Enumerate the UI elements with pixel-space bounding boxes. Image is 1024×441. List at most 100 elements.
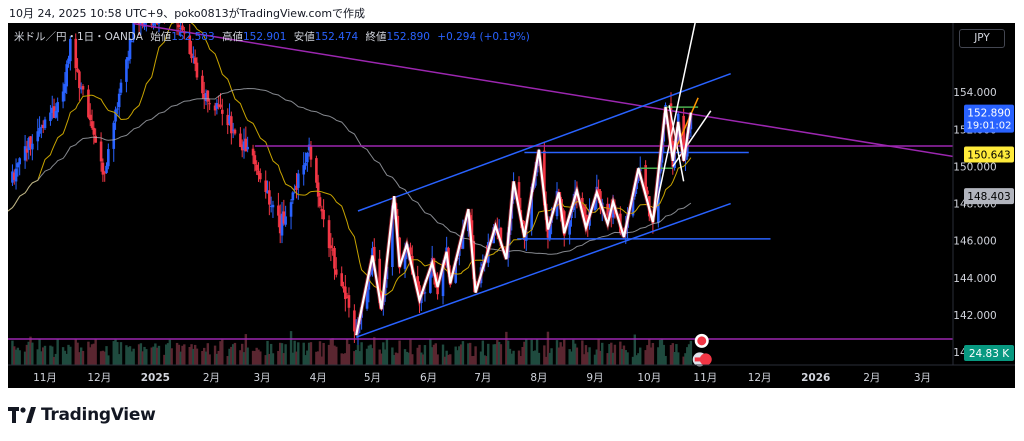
channel-lower-line[interactable] <box>355 202 731 338</box>
volume-bar <box>168 339 172 365</box>
volume-bar <box>177 344 181 365</box>
event-marker[interactable] <box>699 353 712 366</box>
volume-bar <box>584 345 588 365</box>
volume-bar <box>644 350 647 365</box>
volume-bar <box>510 353 513 365</box>
volume-bar <box>423 345 427 365</box>
volume-bar <box>555 340 559 365</box>
volume-bar <box>411 354 414 365</box>
candle-body <box>103 172 107 174</box>
candle-body <box>296 173 300 188</box>
volume-bar <box>253 351 257 365</box>
volume-bar <box>454 346 457 365</box>
volume-bar <box>601 342 604 365</box>
volume-bar <box>622 345 626 365</box>
candle-body <box>378 258 382 304</box>
volume-bar <box>101 350 105 365</box>
candle-body <box>128 38 132 60</box>
volume-bar <box>14 349 18 365</box>
candle-body <box>117 93 121 108</box>
price-tick-label: 146.000 <box>953 236 996 248</box>
candle-body <box>295 185 298 190</box>
volume-bar <box>244 334 248 365</box>
volume-bar <box>548 352 551 365</box>
volume-bar <box>331 338 334 365</box>
volume-bar <box>689 340 693 365</box>
volume-bar <box>658 339 662 365</box>
candle-body <box>221 109 224 114</box>
volume-bar <box>29 336 32 365</box>
candle-body <box>63 84 67 93</box>
candle-body <box>12 172 16 180</box>
ma-price-tag-bg <box>964 188 1014 205</box>
volume-bar <box>282 353 286 365</box>
volume-bar <box>54 353 58 365</box>
chart-header: 10月 24, 2025 10:58 UTC+9、poko0813がTradin… <box>0 0 1024 24</box>
candle-body <box>644 165 647 193</box>
candle-body <box>202 93 206 99</box>
price-tick-label: 150.000 <box>953 161 996 173</box>
volume-bar <box>378 349 381 365</box>
volume-bar <box>188 346 191 365</box>
candle-body <box>282 211 286 224</box>
time-tick-label: 2月 <box>203 372 220 384</box>
currency-button[interactable]: JPY <box>959 29 1005 48</box>
volume-bar <box>470 356 474 365</box>
candle-body <box>606 203 609 216</box>
volume-bar <box>563 339 566 365</box>
candle-body <box>188 35 192 54</box>
volume-bar <box>506 340 510 365</box>
volume-tag-bg <box>964 345 1014 361</box>
candle-body <box>233 129 237 134</box>
volume-bar <box>242 352 246 365</box>
volume-bar <box>467 343 470 365</box>
candle-body <box>316 182 320 197</box>
volume-bar <box>485 356 488 365</box>
candle-body <box>240 144 244 151</box>
descending-trend-line[interactable] <box>133 23 1015 168</box>
tradingview-logo[interactable]: TradingView <box>8 405 156 425</box>
candle-body <box>213 105 217 111</box>
candle-body <box>112 122 116 149</box>
volume-bar <box>190 344 193 365</box>
volume-bar <box>226 356 229 365</box>
volume-bar <box>461 341 465 365</box>
volume-bar <box>76 342 79 365</box>
channel-upper-line[interactable] <box>357 72 731 212</box>
volume-bar <box>436 354 439 365</box>
volume-bar <box>383 349 387 365</box>
candle-body <box>581 197 584 210</box>
volume-bar <box>568 349 571 365</box>
symbol-title[interactable]: 米ドル／円・1日・OANDA <box>14 31 143 43</box>
volume-bar <box>61 347 65 365</box>
volume-bar <box>535 339 539 365</box>
volume-bar <box>280 343 284 365</box>
candle-body <box>253 155 257 165</box>
candle-body <box>318 197 322 207</box>
white-trend-line <box>652 23 696 223</box>
price-chart[interactable]: 154.000152.000150.000148.000146.000144.0… <box>8 23 1015 388</box>
zigzag-line[interactable] <box>355 106 692 336</box>
chart-area[interactable]: 154.000152.000150.000148.000146.000144.0… <box>8 23 1015 388</box>
volume-bar <box>595 349 599 365</box>
volume-bar <box>56 339 59 365</box>
volume-bar <box>278 342 282 365</box>
candle-body <box>94 135 97 143</box>
volume-bar <box>103 351 106 365</box>
candle-body <box>331 249 334 251</box>
candle-body <box>179 28 182 30</box>
volume-bar <box>342 353 345 365</box>
candle-body <box>11 171 14 183</box>
volume-bar <box>544 356 548 365</box>
volume-bar <box>570 351 573 365</box>
volume-bar <box>105 346 108 365</box>
time-tick-label: 2月 <box>863 372 880 384</box>
candle-body <box>264 180 268 192</box>
volume-bar <box>371 348 374 365</box>
volume-bar <box>23 351 27 365</box>
candle-body <box>208 103 211 105</box>
candle-body <box>497 228 501 231</box>
volume-bar <box>394 352 398 365</box>
volume-bar <box>65 353 68 365</box>
footer: TradingView <box>0 388 1024 441</box>
